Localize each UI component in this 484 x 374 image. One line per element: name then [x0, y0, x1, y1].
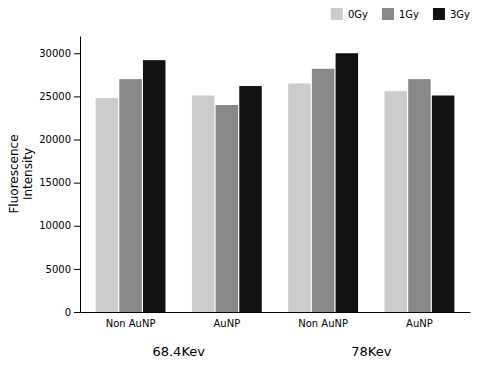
y-tick-mark — [74, 269, 80, 270]
bar — [288, 83, 310, 312]
bar — [96, 98, 118, 312]
y-tick-label: 10000 — [39, 220, 71, 231]
section-label: 68.4Kev — [152, 344, 205, 359]
y-tick-label: 5000 — [46, 264, 71, 275]
y-tick: 30000 — [39, 48, 80, 59]
bar — [336, 53, 358, 312]
y-axis-title-line: Intensity — [21, 148, 35, 200]
y-tick: 20000 — [39, 134, 80, 145]
y-tick: 5000 — [46, 264, 80, 275]
x-tick: AuNP — [406, 318, 433, 329]
y-tick-label: 0 — [65, 307, 71, 318]
bar — [408, 79, 430, 312]
y-tick-mark — [74, 53, 80, 54]
y-tick-label: 30000 — [39, 48, 71, 59]
y-tick-mark — [74, 140, 80, 141]
y-tick-mark — [74, 183, 80, 184]
bar — [119, 79, 141, 312]
y-tick-label: 15000 — [39, 177, 71, 188]
y-tick-label: 20000 — [39, 134, 71, 145]
legend-swatch — [433, 8, 445, 20]
x-tick-label: Non AuNP — [298, 318, 348, 329]
annotations: 68.4Kev 78Kev — [152, 344, 391, 359]
bar-series — [96, 83, 407, 312]
bar-series — [143, 53, 454, 312]
legend-label: 1Gy — [399, 9, 419, 20]
x-tick: Non AuNP — [106, 318, 156, 329]
bar — [239, 86, 261, 312]
bar-series — [119, 69, 430, 312]
x-tick: AuNP — [214, 318, 241, 329]
bar — [192, 96, 214, 312]
bar — [216, 105, 238, 312]
y-axis: 0 5000 10000 15000 20000 25000 30000 — [39, 37, 80, 318]
y-tick: 0 — [65, 307, 80, 318]
y-tick-mark — [74, 226, 80, 227]
x-axis-line — [81, 312, 471, 313]
legend-item: 3Gy — [433, 8, 470, 20]
x-tick-label: AuNP — [214, 318, 241, 329]
bar — [143, 60, 165, 312]
legend: 0Gy 1Gy 3Gy — [331, 8, 470, 20]
legend-label: 3Gy — [450, 9, 470, 20]
plot: 0 5000 10000 15000 20000 25000 30000 Non AuNP Au… — [7, 37, 471, 360]
legend-item: 0Gy — [331, 8, 368, 20]
x-axis: Non AuNP AuNP Non AuNP AuNP — [81, 313, 471, 330]
x-tick-label: Non AuNP — [106, 318, 156, 329]
y-axis-title-line: Fluorescence — [7, 134, 21, 213]
bar — [385, 91, 407, 312]
legend-swatch — [331, 8, 343, 20]
y-tick: 25000 — [39, 91, 80, 102]
y-tick-mark — [74, 96, 80, 97]
legend-label: 0Gy — [348, 9, 368, 20]
bars — [96, 53, 455, 312]
bar — [312, 69, 334, 312]
legend-swatch — [382, 8, 394, 20]
y-tick: 15000 — [39, 177, 80, 188]
y-tick: 10000 — [39, 220, 80, 231]
chart-container: 0 5000 10000 15000 20000 25000 30000 Non AuNP Au… — [0, 0, 484, 374]
y-axis-title: FluorescenceIntensity — [7, 134, 35, 213]
section-label: 78Kev — [351, 344, 391, 359]
y-axis-line — [80, 37, 81, 313]
bar — [432, 96, 454, 312]
chart-svg: 0 5000 10000 15000 20000 25000 30000 Non AuNP Au… — [0, 0, 484, 374]
y-tick-mark — [74, 312, 80, 313]
y-tick-label: 25000 — [39, 91, 71, 102]
x-tick-label: AuNP — [406, 318, 433, 329]
legend-item: 1Gy — [382, 8, 419, 20]
x-tick: Non AuNP — [298, 318, 348, 329]
